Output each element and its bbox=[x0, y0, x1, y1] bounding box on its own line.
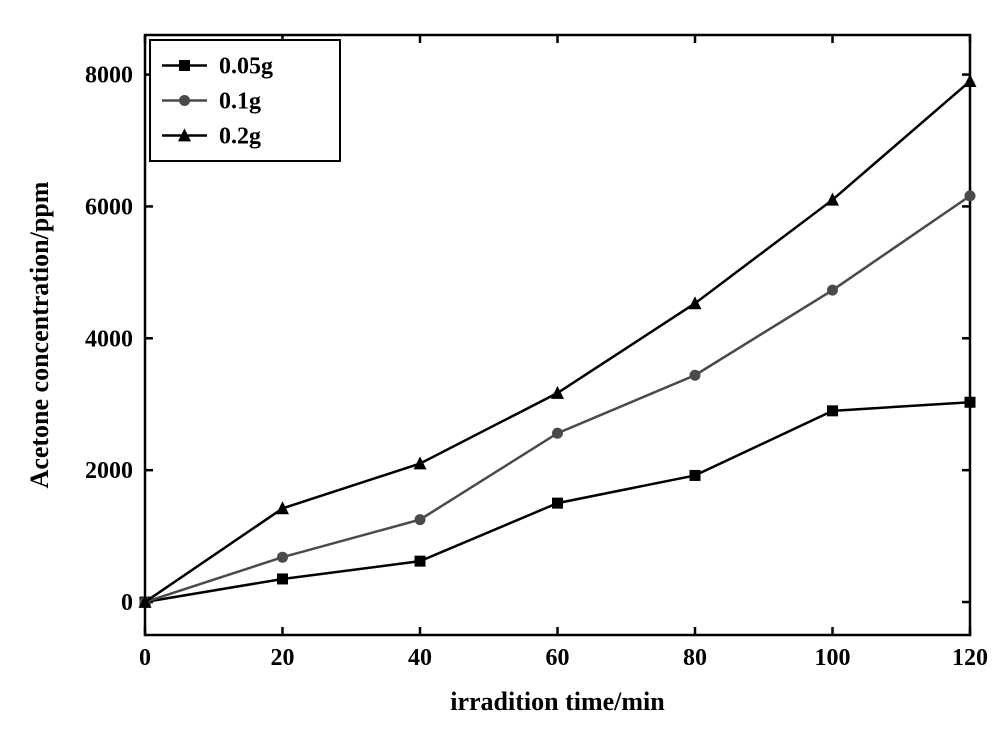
circle-marker-icon bbox=[690, 370, 701, 381]
y-tick-label: 2000 bbox=[85, 458, 133, 484]
circle-marker-icon bbox=[827, 285, 838, 296]
y-tick-label: 0 bbox=[121, 590, 133, 616]
x-tick-label: 0 bbox=[139, 645, 151, 671]
square-marker-icon bbox=[552, 498, 563, 509]
triangle-marker-icon bbox=[964, 74, 977, 87]
circle-marker-icon bbox=[179, 95, 190, 106]
circle-marker-icon bbox=[415, 514, 426, 525]
legend-label: 0.05g bbox=[219, 54, 273, 80]
triangle-marker-icon bbox=[689, 296, 702, 309]
x-tick-label: 20 bbox=[271, 645, 295, 671]
y-tick-label: 8000 bbox=[85, 63, 133, 89]
triangle-marker-icon bbox=[551, 386, 564, 399]
square-marker-icon bbox=[690, 470, 701, 481]
y-tick-label: 6000 bbox=[85, 194, 133, 220]
legend: 0.05g 0.1g 0.2g bbox=[150, 40, 340, 161]
series-line bbox=[145, 196, 970, 602]
legend-label: 0.2g bbox=[219, 124, 261, 150]
line-chart: 0 20 40 60 80 100 120 0 2000 4000 6000 8000 irraditi… bbox=[0, 0, 1000, 742]
x-tick-label: 40 bbox=[408, 645, 432, 671]
series-1 bbox=[140, 190, 976, 607]
circle-marker-icon bbox=[552, 428, 563, 439]
square-marker-icon bbox=[415, 556, 426, 567]
legend-label: 0.1g bbox=[219, 89, 261, 115]
x-tick-label: 80 bbox=[683, 645, 707, 671]
chart-container: 0 20 40 60 80 100 120 0 2000 4000 6000 8000 irraditi… bbox=[0, 0, 1000, 742]
x-tick-label: 60 bbox=[546, 645, 570, 671]
x-tick-label: 100 bbox=[815, 645, 851, 671]
triangle-marker-icon bbox=[414, 456, 427, 469]
circle-marker-icon bbox=[965, 190, 976, 201]
square-marker-icon bbox=[277, 573, 288, 584]
square-marker-icon bbox=[179, 60, 190, 71]
y-tick-label: 4000 bbox=[85, 326, 133, 352]
y-axis-title: Acetone concentration/ppm bbox=[25, 181, 54, 488]
x-tick-label: 120 bbox=[952, 645, 988, 671]
circle-marker-icon bbox=[277, 552, 288, 563]
square-marker-icon bbox=[827, 405, 838, 416]
x-axis-title: irradition time/min bbox=[450, 687, 665, 716]
square-marker-icon bbox=[965, 397, 976, 408]
